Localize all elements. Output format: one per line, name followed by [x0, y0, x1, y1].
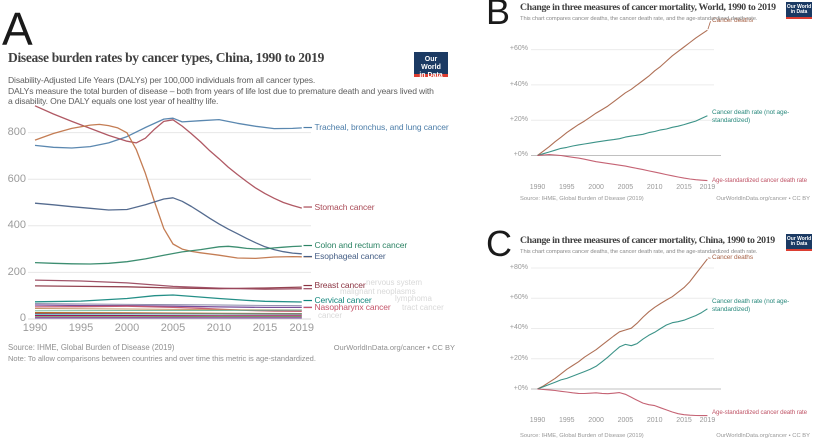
series-line-nasopharynx-cancer[interactable]: [34, 305, 302, 312]
series-line-a-minor-12[interactable]: [34, 309, 302, 312]
series-line-cervical-cancer[interactable]: [34, 294, 302, 303]
series-line-a-minor-10[interactable]: [34, 303, 302, 307]
series-line-cancer-deaths[interactable]: [537, 258, 708, 390]
series-line-cancer-deaths[interactable]: [537, 29, 708, 156]
series-line-tracheal-bronchus-and-lung-cancer[interactable]: [34, 117, 302, 149]
series-line-brain-and-central-nervous-system-cancer[interactable]: [34, 304, 302, 309]
series-line-leukemia[interactable]: [34, 279, 302, 290]
series-label-tick: [707, 21, 711, 30]
series-line-esophageal-cancer[interactable]: [34, 197, 302, 255]
series-line-age-standardized-cancer-death-rate[interactable]: [537, 388, 708, 417]
series-line-a-minor-13[interactable]: [34, 312, 302, 314]
series-line-cancer-death-rate-not-age-standardized[interactable]: [537, 115, 708, 157]
series-line-breast-cancer[interactable]: [34, 285, 302, 290]
series-line-colon-and-rectum-cancer[interactable]: [34, 245, 302, 265]
series-line-liver-cancer[interactable]: [34, 123, 302, 260]
series-line-cancer-death-rate-not-age-standardized[interactable]: [537, 308, 708, 390]
series-line-a-minor-11[interactable]: [34, 308, 302, 311]
series-line-stomach-cancer[interactable]: [34, 105, 302, 209]
series-line-age-standardized-cancer-death-rate[interactable]: [537, 154, 708, 182]
